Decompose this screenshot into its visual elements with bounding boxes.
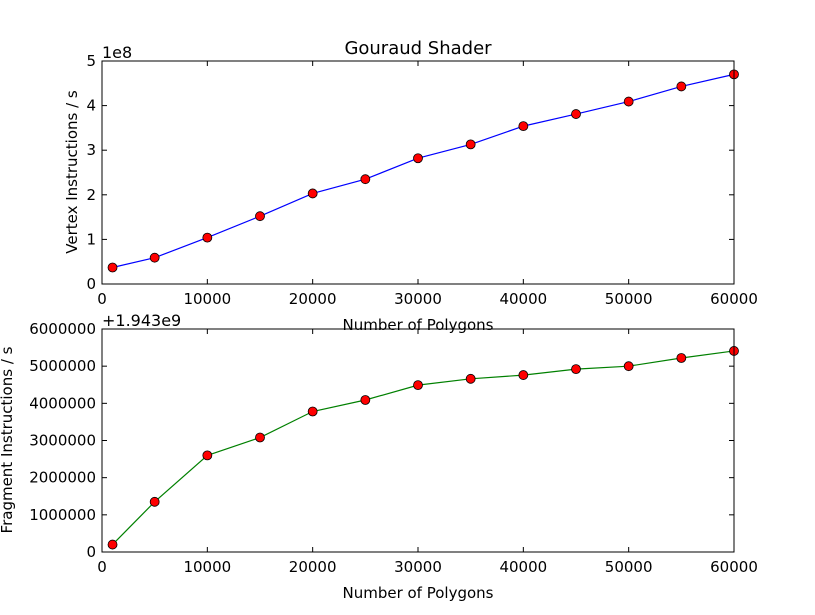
vertex-series: [107, 69, 739, 273]
vertex-data-point: [571, 109, 581, 119]
fragment-axes-frame: [101, 328, 735, 553]
vertex-y-tick-label: 1: [86, 230, 96, 248]
vertex-data-point: [623, 96, 634, 107]
fragment-series: [107, 346, 739, 550]
fragment-data-point: [413, 380, 423, 391]
vertex-data-point: [202, 232, 213, 243]
fragment-data-point: [518, 370, 529, 380]
fragment-y-tick-label: 5000000: [29, 357, 96, 375]
vertex-y-axis-label: Vertex Instructions / s: [63, 90, 81, 254]
vertex-x-tick-label: 10000: [183, 290, 231, 308]
vertex-y-tick-label: 0: [86, 275, 96, 293]
vertex-x-tick-label: 60000: [710, 290, 758, 308]
vertex-data-point: [307, 188, 318, 199]
fragment-x-tick-label: 30000: [394, 558, 442, 576]
fragment-chart: +1.943e9 0 10000 20000 30000 40000 50000 60000…: [0, 311, 758, 602]
vertex-data-point: [360, 174, 371, 185]
vertex-data-point: [518, 121, 529, 132]
fragment-y-offset-text: +1.943e9: [102, 311, 181, 330]
fragment-x-tick-label: 50000: [605, 558, 653, 576]
fragment-data-point: [202, 450, 213, 461]
vertex-y-offset-text: 1e8: [102, 43, 132, 62]
vertex-data-point: [107, 262, 118, 273]
vertex-x-tick-label: 0: [97, 290, 107, 308]
vertex-y-tick-label: 5: [86, 52, 96, 70]
fragment-data-point: [255, 432, 265, 443]
fragment-data-point: [571, 364, 581, 375]
fragment-x-tick-label: 0: [97, 558, 107, 576]
vertex-ticks: 0 10000 20000 30000 40000 50000 60000 0 1 2 3 4 5: [86, 52, 757, 308]
vertex-y-tick-label: 4: [86, 97, 96, 115]
vertex-data-point: [413, 153, 423, 164]
fragment-x-tick-label: 20000: [289, 558, 337, 576]
fragment-data-point: [307, 406, 318, 417]
vertex-data-point: [465, 139, 476, 150]
fragment-y-tick-label: 4000000: [29, 394, 96, 412]
fragment-x-tick-label: 60000: [710, 558, 758, 576]
fragment-data-point: [107, 539, 118, 550]
fragment-y-axis-label: Fragment Instructions / s: [0, 346, 16, 533]
fragment-y-tick-label: 6000000: [29, 320, 96, 338]
fragment-data-point: [676, 353, 687, 363]
fragment-x-tick-label: 10000: [183, 558, 231, 576]
vertex-x-tick-label: 20000: [289, 290, 337, 308]
fragment-data-point: [623, 361, 634, 372]
vertex-data-point: [149, 252, 160, 263]
fragment-data-point: [149, 496, 160, 507]
fragment-y-tick-label: 3000000: [29, 432, 96, 450]
vertex-y-tick-label: 2: [86, 186, 96, 204]
chart-title: Gouraud Shader: [344, 38, 492, 59]
fragment-data-point: [465, 373, 476, 384]
vertex-axes-frame: [101, 60, 735, 285]
fragment-x-tick-label: 40000: [499, 558, 547, 576]
vertex-x-tick-label: 50000: [605, 290, 653, 308]
fragment-y-tick-label: 2000000: [29, 469, 96, 487]
fragment-data-point: [360, 395, 371, 405]
vertex-data-point: [676, 81, 687, 92]
fragment-y-tick-label: 0: [86, 543, 96, 561]
vertex-x-tick-label: 40000: [499, 290, 547, 308]
vertex-x-tick-label: 30000: [394, 290, 442, 308]
fragment-x-axis-label: Number of Polygons: [342, 584, 493, 602]
vertex-data-point: [255, 211, 265, 222]
vertex-y-tick-label: 3: [86, 141, 96, 159]
fragment-y-tick-label: 1000000: [29, 506, 96, 524]
